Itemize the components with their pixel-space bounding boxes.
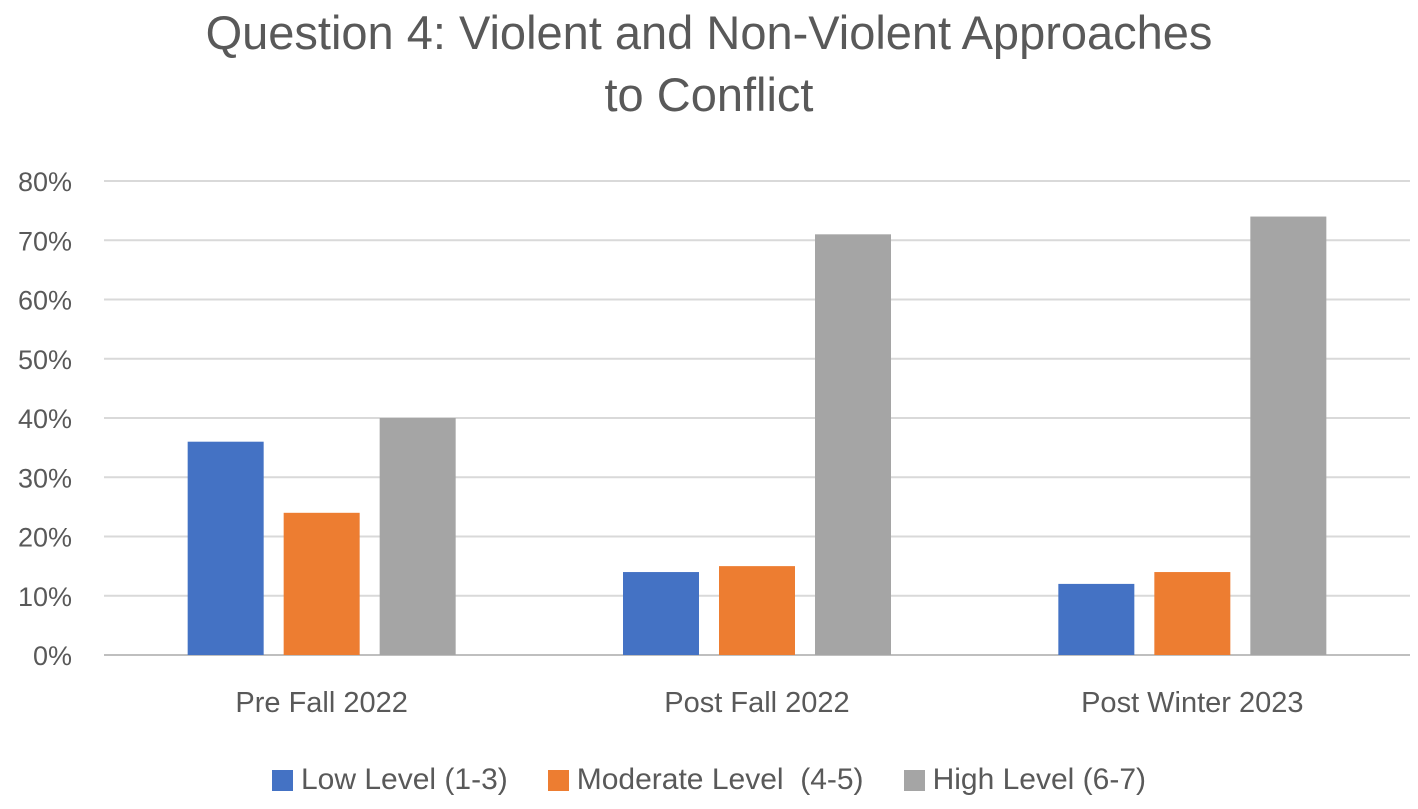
legend-item-moderate: Moderate Level (4-5)	[547, 760, 864, 800]
y-tick-label: 40%	[18, 404, 72, 434]
bar-moderate	[1154, 572, 1231, 655]
y-tick-label: 10%	[18, 582, 72, 612]
chart-title-line-2: to Conflict	[604, 68, 814, 121]
y-tick-label: 60%	[18, 286, 72, 316]
legend-swatch-low	[271, 769, 293, 791]
y-tick-label: 70%	[18, 226, 72, 256]
x-category-label: Post Winter 2023	[1081, 687, 1303, 719]
legend-swatch-moderate	[547, 769, 569, 791]
y-tick-label: 30%	[18, 463, 72, 493]
bar-high	[815, 234, 891, 655]
y-tick-label: 20%	[18, 523, 72, 553]
y-tick-label: 50%	[18, 345, 72, 375]
legend-label-moderate: Moderate Level (4-5)	[576, 763, 864, 796]
chart-title-line-1: Question 4: Violent and Non-Violent Appr…	[205, 6, 1213, 59]
bar-low	[187, 441, 264, 655]
chart-title: Question 4: Violent and Non-Violent Appr…	[0, 2, 1418, 126]
y-tick-label: 80%	[18, 167, 72, 197]
x-category-label: Pre Fall 2022	[235, 687, 408, 719]
legend-item-low: Low Level (1-3)	[271, 760, 508, 800]
legend-label-low: Low Level (1-3)	[300, 763, 508, 796]
bar-moderate	[719, 566, 795, 655]
x-category-label: Post Fall 2022	[664, 687, 849, 719]
bar-low	[1058, 583, 1135, 655]
legend-swatch-high	[903, 769, 925, 791]
legend-label-high: High Level (6-7)	[932, 763, 1146, 796]
bar-low	[623, 572, 699, 655]
legend-item-high: High Level (6-7)	[903, 760, 1146, 800]
bar-high	[379, 418, 456, 655]
bar-high	[1250, 216, 1327, 656]
bar-moderate	[283, 512, 360, 655]
legend: Low Level (1-3) Moderate Level (4-5) Hig…	[0, 760, 1418, 800]
y-tick-label: 0%	[33, 641, 72, 671]
